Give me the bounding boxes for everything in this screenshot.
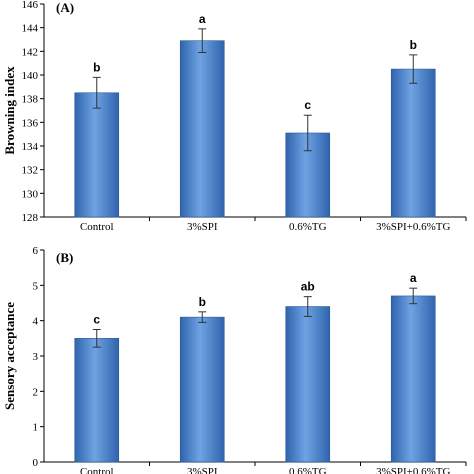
x-tick-label: 3%SPI: [187, 221, 218, 233]
y-tick-label: 144: [22, 23, 39, 35]
y-axis-label: Browning index: [2, 66, 17, 155]
significance-label: c: [93, 313, 100, 327]
x-tick-label: 3%SPI+0.6%TG: [376, 466, 450, 474]
panel-label: (B): [56, 250, 73, 265]
x-tick-label: 0.6%TG: [289, 221, 327, 233]
bar: [390, 295, 436, 463]
significance-label: a: [199, 12, 206, 26]
significance-label: b: [410, 38, 417, 52]
y-tick-label: 134: [22, 141, 39, 153]
panel-label: (A): [56, 0, 74, 15]
y-tick-label: 5: [33, 280, 39, 292]
significance-label: a: [410, 271, 417, 285]
y-tick-label: 146: [22, 0, 39, 11]
y-tick-label: 138: [22, 94, 39, 106]
y-tick-label: 130: [22, 188, 39, 200]
significance-label: c: [304, 98, 311, 112]
x-tick-label: 0.6%TG: [289, 466, 327, 474]
significance-label: b: [199, 295, 206, 309]
x-tick-label: 3%SPI+0.6%TG: [376, 221, 450, 233]
significance-label: b: [93, 60, 100, 74]
x-tick-label: Control: [80, 221, 114, 233]
chart-panel-1: 128 130 132 134 136 138 140 142 144 146 Browning i…: [2, 0, 467, 233]
y-tick-label: 2: [33, 386, 39, 398]
y-tick-label: 136: [22, 117, 39, 129]
y-tick-label: 140: [22, 70, 39, 82]
significance-label: ab: [301, 280, 315, 294]
y-tick-label: 132: [22, 165, 39, 177]
y-tick-label: 0: [33, 457, 39, 469]
bar: [74, 338, 120, 463]
x-tick-label: 3%SPI: [187, 466, 218, 474]
y-tick-label: 6: [33, 245, 39, 257]
bar: [285, 306, 331, 463]
chart-panel-2: 0 1 2 3 4 5 6 Sensory acceptance (B) Control c 3%SP…: [2, 245, 467, 474]
x-tick-label: Control: [80, 466, 114, 474]
bar: [74, 92, 120, 218]
y-tick-label: 142: [22, 46, 39, 58]
y-tick-label: 1: [33, 422, 39, 434]
bar: [179, 40, 225, 218]
y-tick-label: 128: [22, 212, 39, 224]
bar: [390, 68, 436, 218]
bar: [179, 316, 225, 463]
y-axis-label: Sensory acceptance: [2, 302, 17, 410]
y-tick-label: 3: [33, 351, 39, 363]
y-tick-label: 4: [33, 316, 39, 328]
